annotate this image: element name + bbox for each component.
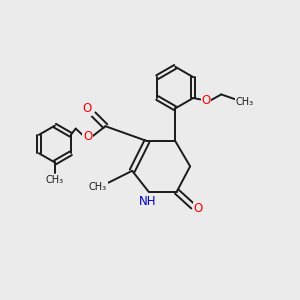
Text: CH₃: CH₃ <box>46 175 64 185</box>
Text: NH: NH <box>139 195 157 208</box>
Text: CH₃: CH₃ <box>236 97 254 107</box>
Text: O: O <box>83 130 92 142</box>
Text: O: O <box>82 103 91 116</box>
Text: CH₃: CH₃ <box>89 182 107 192</box>
Text: O: O <box>201 94 210 107</box>
Text: O: O <box>194 202 203 215</box>
